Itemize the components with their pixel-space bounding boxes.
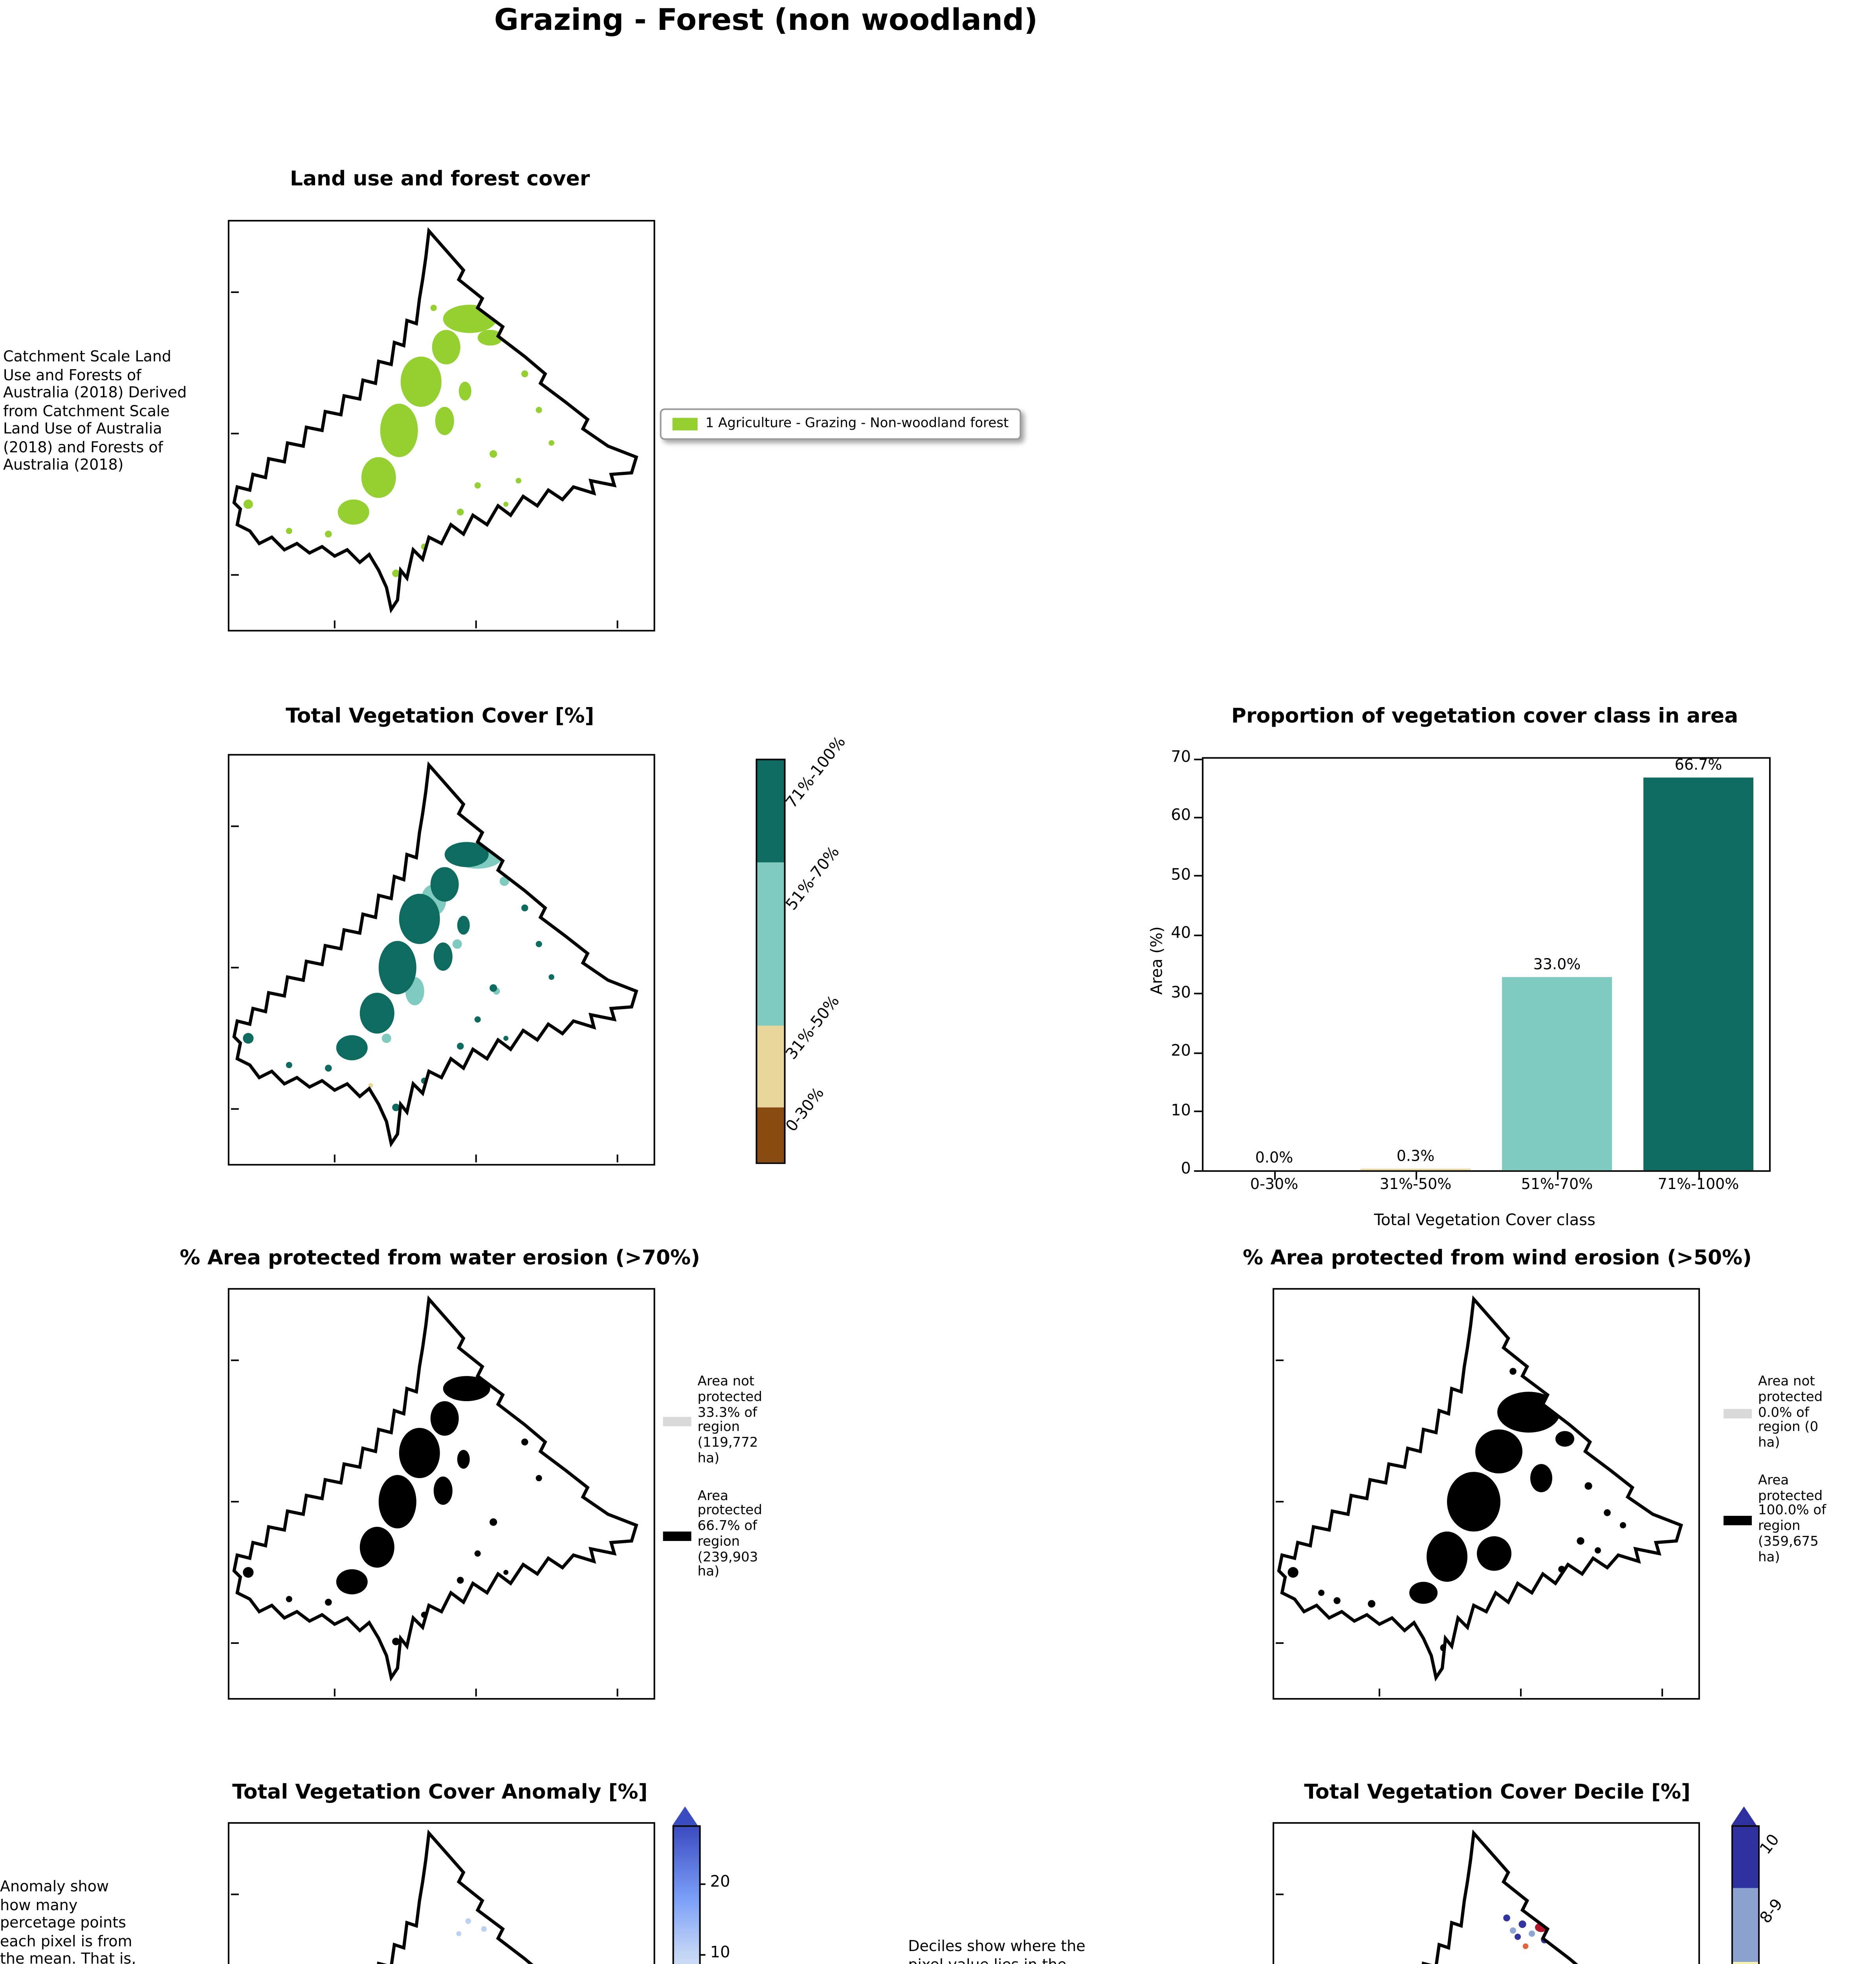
page-title: Grazing - Forest (non woodland) [494, 3, 1038, 38]
anomaly-map [227, 1822, 655, 1964]
x-tick [1415, 1172, 1417, 1180]
y-tick [1194, 1110, 1202, 1112]
y-tick-label: 10 [1171, 1102, 1191, 1119]
wind-map [1273, 1288, 1700, 1700]
y-tick-label: 20 [1171, 1043, 1191, 1061]
y-tick [1194, 758, 1202, 760]
decile-cbar-label-89: 8-9 [1757, 1896, 1787, 1927]
vegcover-cbar-label-3: 31%-50% [783, 993, 844, 1063]
x-tick-label: 0-30% [1250, 1176, 1298, 1194]
wind-pixels [1287, 1368, 1626, 1652]
bar-value-label: 66.7% [1674, 757, 1722, 775]
y-tick [1194, 817, 1202, 819]
vegcover-title: Total Vegetation Cover [%] [286, 705, 594, 729]
wind-notprotected-label: Area not protected 0.0% of region (0 ha) [1758, 1374, 1823, 1452]
wind-legend: Area not protected 0.0% of region (0 ha)… [1723, 1374, 1852, 1567]
bar-value-label: 33.0% [1533, 956, 1581, 973]
water-legend-item-protected: Area protected 66.7% of region (239,903 … [663, 1488, 792, 1582]
y-tick [1194, 1169, 1202, 1171]
anomaly-title: Total Vegetation Cover Anomaly [%] [232, 1781, 648, 1805]
wind-protected-swatch [1723, 1516, 1752, 1526]
water-title: % Area protected from water erosion (>70… [180, 1247, 700, 1271]
landuse-map [227, 220, 655, 632]
wind-title: % Area protected from wind erosion (>50%… [1243, 1247, 1752, 1271]
y-tick-label: 60 [1171, 808, 1191, 826]
bar-71%-100% [1643, 778, 1754, 1171]
x-tick [1697, 1172, 1699, 1180]
vegcover-map [227, 754, 655, 1166]
landuse-legend-swatch [672, 418, 698, 431]
barchart-title: Proportion of vegetation cover class in … [1231, 705, 1738, 729]
water-legend-item-notprotected: Area not protected 33.3% of region (119,… [663, 1374, 792, 1468]
water-legend: Area not protected 33.3% of region (119,… [663, 1374, 792, 1582]
decile-note: Deciles show where the pixel value lies … [908, 1938, 1086, 1964]
map-ticks [231, 291, 618, 628]
vegcover-cbar-label-4: 0-30% [783, 1085, 829, 1136]
y-tick [1194, 1052, 1202, 1053]
landuse-legend-label: 1 Agriculture - Grazing - Non-woodland f… [705, 416, 1009, 432]
x-tick-label: 71%-100% [1658, 1176, 1739, 1194]
water-notprotected-swatch [663, 1417, 691, 1427]
wind-protected-label: Area protected 100.0% of region (359,675… [1758, 1473, 1826, 1566]
x-tick-label: 31%-50% [1379, 1176, 1452, 1194]
y-tick [1194, 934, 1202, 936]
landuse-title: Land use and forest cover [290, 168, 590, 192]
water-protected-label: Area protected 66.7% of region (239,903 … [697, 1488, 762, 1581]
vegcover-cbar-label-1: 71%-100% [783, 734, 850, 812]
y-tick [1194, 875, 1202, 877]
water-map [227, 1288, 655, 1700]
anomaly-colorbar [672, 1825, 701, 1964]
water-pixels [243, 1376, 542, 1645]
anomaly-colorbar-top-arrow [672, 1806, 698, 1825]
decile-colorbar-top-arrow [1731, 1806, 1757, 1825]
water-notprotected-label: Area not protected 33.3% of region (119,… [697, 1374, 762, 1467]
y-tick-label: 70 [1171, 749, 1191, 767]
water-protected-swatch [663, 1531, 691, 1541]
landuse-pixels [243, 304, 554, 577]
decile-title: Total Vegetation Cover Decile [%] [1304, 1781, 1691, 1805]
decile-map [1273, 1822, 1700, 1964]
wind-notprotected-swatch [1723, 1409, 1752, 1419]
x-tick [1273, 1172, 1275, 1180]
bar-51%-70% [1502, 976, 1612, 1171]
anomaly-tick-20: 20 [710, 1874, 730, 1891]
barchart-ylabel: Area (%) [1149, 926, 1167, 995]
landuse-legend: 1 Agriculture - Grazing - Non-woodland f… [660, 408, 1021, 440]
barchart-plot: 0 10 20 30 40 50 60 70 0.0% 0-30% 0.3% 31%-50% 33.0%… [1171, 749, 1771, 1194]
anomaly-tick-10: 10 [710, 1944, 730, 1962]
anomaly-note: Anomaly show how many percetage points e… [0, 1878, 136, 1964]
bar-value-label: 0.0% [1255, 1150, 1293, 1167]
decile-colorbar [1731, 1825, 1760, 1964]
x-tick-label: 51%-70% [1521, 1176, 1593, 1194]
bar-31%-50% [1360, 1168, 1471, 1171]
vegcover-cbar-label-2: 51%-70% [783, 844, 844, 914]
y-tick-label: 50 [1171, 867, 1191, 884]
y-tick-label: 0 [1181, 1161, 1191, 1178]
y-tick-label: 40 [1171, 925, 1191, 943]
x-tick [1556, 1172, 1558, 1180]
y-tick-label: 30 [1171, 984, 1191, 1002]
wind-legend-item-notprotected: Area not protected 0.0% of region (0 ha) [1723, 1374, 1852, 1453]
vegcover-colorbar [756, 758, 786, 1164]
decile-cbar-label-10: 10 [1757, 1832, 1784, 1858]
landuse-note: Catchment Scale Land Use and Forests of … [3, 348, 187, 475]
y-tick [1194, 993, 1202, 995]
barchart-xlabel: Total Vegetation Cover class [1374, 1213, 1595, 1230]
bar-value-label: 0.3% [1396, 1148, 1435, 1165]
wind-legend-item-protected: Area protected 100.0% of region (359,675… [1723, 1473, 1852, 1566]
vegcover-pixels [243, 842, 554, 1111]
